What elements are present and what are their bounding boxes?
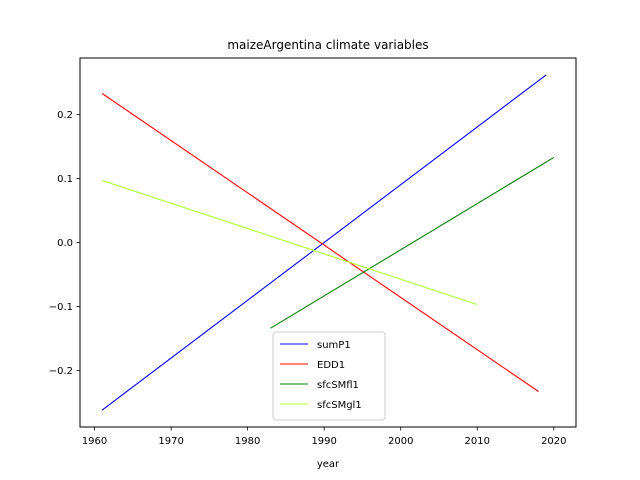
y-tick-label: 0.1	[57, 174, 73, 185]
legend-label: sfcSMfl1	[317, 380, 359, 391]
legend-label: sfcSMgl1	[317, 400, 362, 411]
x-tick-label: 2010	[465, 436, 490, 447]
series-line-sfcSMgl1	[102, 179, 478, 306]
chart-title: maizeArgentina climate variables	[227, 38, 428, 52]
x-tick-label: 2000	[388, 436, 413, 447]
y-tick-label: −0.2	[49, 366, 73, 377]
legend-label: EDD1	[317, 360, 345, 371]
y-tick-label: 0.2	[57, 110, 73, 121]
y-tick-label: −0.1	[49, 302, 73, 313]
x-tick-label: 1970	[158, 436, 183, 447]
x-tick-label: 2020	[541, 436, 566, 447]
x-tick-label: 1990	[311, 436, 336, 447]
y-tick-label: 0.0	[57, 238, 73, 249]
legend: sumP1 EDD1 sfcSMfl1 sfcSMgl1	[272, 331, 386, 421]
series-line-EDD1	[101, 93, 539, 392]
x-axis-label: year	[317, 459, 340, 470]
legend-label: sumP1	[317, 340, 351, 351]
series-line-sumP1	[101, 74, 547, 411]
y-axis-ticks: −0.2 −0.1 0.0 0.1 0.2	[49, 110, 80, 377]
x-axis-ticks: 1960 1970 1980 1990 2000 2010 2020	[82, 427, 567, 447]
legend-box	[272, 331, 386, 421]
series-line-sfcSMfl1	[270, 156, 555, 329]
x-tick-label: 1980	[235, 436, 260, 447]
series-layer	[101, 74, 555, 411]
x-tick-label: 1960	[82, 436, 107, 447]
